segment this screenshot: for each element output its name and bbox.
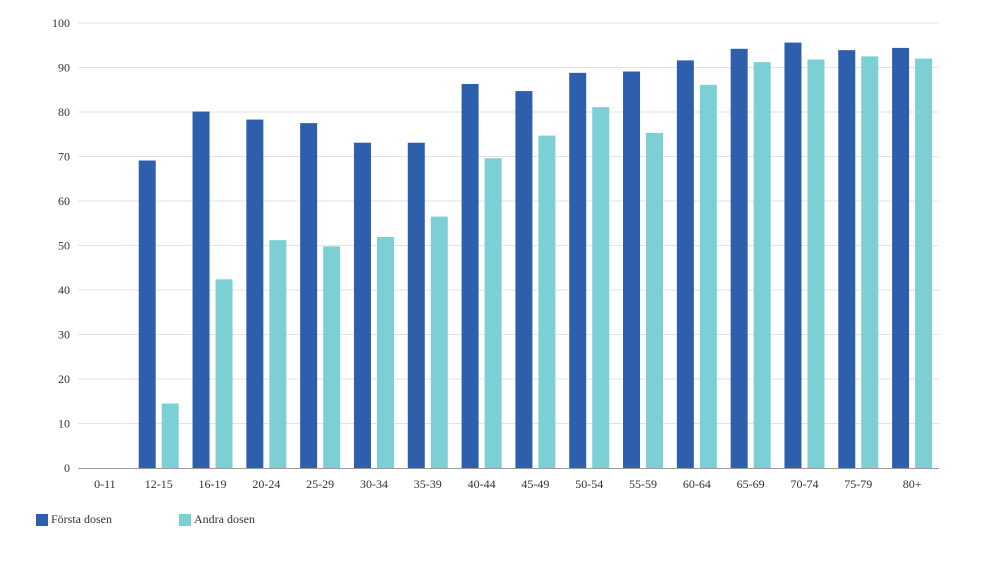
y-tick-label: 0 bbox=[64, 461, 70, 475]
x-axis-tick-labels: 0-11 12-15 16-19 20-24 25-29 30-34 35-39 40-44 4… bbox=[94, 477, 922, 491]
x-tick-label: 65-69 bbox=[737, 477, 765, 491]
bar-first-dose[interactable] bbox=[246, 119, 264, 468]
bar-first-dose[interactable] bbox=[623, 71, 641, 468]
y-tick-label: 20 bbox=[58, 372, 70, 386]
bar-second-dose[interactable] bbox=[323, 246, 341, 468]
y-tick-label: 40 bbox=[58, 283, 70, 297]
x-tick-label: 12-15 bbox=[145, 477, 173, 491]
y-tick-label: 10 bbox=[58, 417, 70, 431]
y-tick-label: 70 bbox=[58, 150, 70, 164]
x-tick-label: 0-11 bbox=[94, 477, 116, 491]
x-tick-label: 35-39 bbox=[414, 477, 442, 491]
bar-first-dose[interactable] bbox=[353, 142, 371, 468]
x-tick-label: 20-24 bbox=[252, 477, 280, 491]
bar-first-dose[interactable] bbox=[892, 47, 910, 469]
bar-second-dose[interactable] bbox=[269, 240, 287, 468]
x-tick-label: 50-54 bbox=[575, 477, 603, 491]
x-tick-label: 45-49 bbox=[521, 477, 549, 491]
legend-item-first-dose[interactable]: Första dosen bbox=[36, 512, 179, 527]
bar-first-dose[interactable] bbox=[569, 72, 587, 468]
bar-first-dose[interactable] bbox=[784, 42, 802, 468]
bar-second-dose[interactable] bbox=[646, 132, 664, 469]
bar-second-dose[interactable] bbox=[161, 403, 179, 468]
y-tick-label: 100 bbox=[52, 16, 70, 30]
y-tick-label: 80 bbox=[58, 105, 70, 119]
bar-second-dose[interactable] bbox=[915, 58, 933, 468]
x-tick-label: 40-44 bbox=[468, 477, 496, 491]
bar-first-dose[interactable] bbox=[515, 91, 533, 469]
x-tick-label: 30-34 bbox=[360, 477, 388, 491]
x-tick-label: 70-74 bbox=[790, 477, 818, 491]
bar-second-dose[interactable] bbox=[861, 56, 879, 468]
bar-first-dose[interactable] bbox=[676, 60, 694, 468]
bars bbox=[138, 42, 933, 469]
bar-second-dose[interactable] bbox=[215, 279, 233, 468]
bar-second-dose[interactable] bbox=[592, 107, 610, 468]
bar-second-dose[interactable] bbox=[376, 237, 394, 468]
bar-first-dose[interactable] bbox=[838, 50, 856, 469]
legend-item-second-dose[interactable]: Andra dosen bbox=[179, 512, 322, 527]
y-tick-label: 50 bbox=[58, 239, 70, 253]
bar-first-dose[interactable] bbox=[300, 123, 318, 468]
bar-first-dose[interactable] bbox=[730, 48, 748, 469]
y-tick-label: 60 bbox=[58, 194, 70, 208]
y-tick-label: 30 bbox=[58, 328, 70, 342]
legend-label-first-dose: Första dosen bbox=[51, 512, 112, 526]
x-tick-label: 55-59 bbox=[629, 477, 657, 491]
bar-second-dose[interactable] bbox=[538, 135, 556, 468]
x-tick-label: 16-19 bbox=[199, 477, 227, 491]
legend-swatch-first-dose bbox=[36, 513, 48, 526]
y-tick-label: 90 bbox=[58, 61, 70, 75]
bar-second-dose[interactable] bbox=[699, 84, 717, 468]
bar-second-dose[interactable] bbox=[430, 216, 448, 468]
bar-second-dose[interactable] bbox=[807, 59, 825, 469]
x-tick-label: 80+ bbox=[903, 477, 922, 491]
legend: Första dosen Andra dosen bbox=[36, 512, 322, 527]
legend-swatch-second-dose bbox=[179, 513, 191, 526]
y-axis-tick-labels: 0 10 20 30 40 50 60 70 80 90 100 bbox=[52, 16, 70, 475]
x-tick-label: 25-29 bbox=[306, 477, 334, 491]
bar-first-dose[interactable] bbox=[407, 142, 425, 468]
bar-first-dose[interactable] bbox=[192, 111, 210, 469]
x-tick-label: 75-79 bbox=[844, 477, 872, 491]
legend-label-second-dose: Andra dosen bbox=[194, 512, 255, 526]
x-tick-label: 60-64 bbox=[683, 477, 711, 491]
bar-first-dose[interactable] bbox=[461, 83, 479, 468]
bar-first-dose[interactable] bbox=[138, 160, 156, 468]
bar-second-dose[interactable] bbox=[484, 158, 502, 468]
bar-second-dose[interactable] bbox=[753, 62, 771, 468]
